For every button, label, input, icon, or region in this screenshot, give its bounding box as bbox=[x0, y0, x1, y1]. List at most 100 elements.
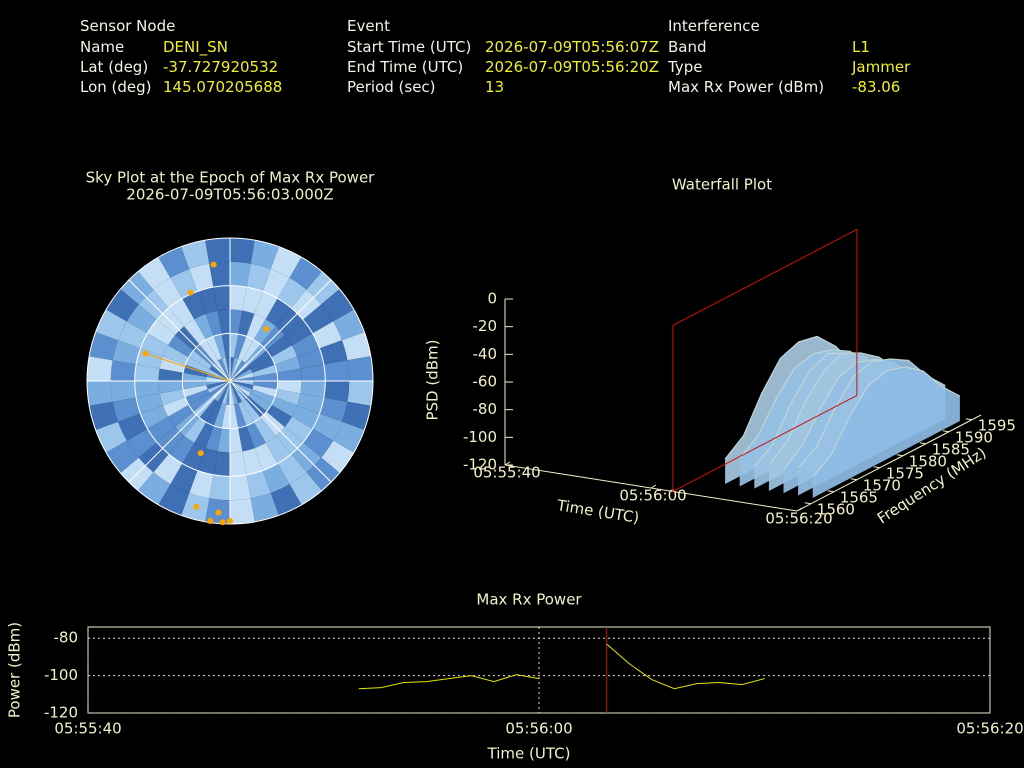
sky-texture bbox=[284, 416, 313, 443]
sky-texture bbox=[206, 376, 230, 381]
info-value: 13 bbox=[485, 78, 505, 96]
sky-texture bbox=[118, 413, 148, 441]
sky-texture bbox=[112, 397, 141, 422]
sky-texture bbox=[162, 397, 189, 417]
y-tick bbox=[896, 454, 903, 457]
satellite bbox=[193, 503, 200, 510]
sky-texture bbox=[168, 435, 195, 464]
sky-texture bbox=[230, 357, 235, 381]
y-axis-label: Power (dBm) bbox=[6, 622, 24, 718]
sky-texture bbox=[250, 357, 275, 373]
z-tick-label: 0 bbox=[487, 290, 497, 308]
sky-texture bbox=[303, 428, 334, 458]
sky-texture bbox=[254, 291, 278, 320]
sky-texture bbox=[89, 401, 118, 430]
sky-texture bbox=[230, 381, 253, 393]
sky-texture bbox=[323, 381, 350, 402]
sky-texture bbox=[266, 404, 292, 427]
sky-texture bbox=[112, 340, 141, 365]
sky-texture bbox=[230, 365, 251, 381]
y-tick-label: -120 bbox=[44, 704, 78, 722]
sky-texture bbox=[147, 416, 176, 443]
info-label: Start Time (UTC) bbox=[347, 38, 472, 56]
sky-texture bbox=[230, 404, 239, 429]
sky-texture bbox=[197, 448, 218, 475]
sky-texture bbox=[206, 401, 222, 426]
z-tick-label: -40 bbox=[473, 345, 498, 363]
sky-texture bbox=[230, 238, 255, 264]
sky-texture bbox=[246, 313, 266, 340]
sky-texture bbox=[136, 393, 163, 414]
sky-texture bbox=[194, 313, 214, 340]
sky-texture bbox=[207, 369, 230, 381]
sky-texture bbox=[274, 356, 301, 373]
info-label: End Time (UTC) bbox=[347, 58, 464, 76]
sky-texture bbox=[213, 285, 230, 311]
sky-texture bbox=[158, 484, 190, 516]
sky-texture bbox=[238, 401, 254, 426]
sky-texture bbox=[110, 381, 137, 402]
sky-texture bbox=[230, 381, 242, 404]
sky-texture bbox=[89, 332, 118, 361]
y-tick bbox=[804, 502, 811, 505]
sky-texture bbox=[250, 493, 279, 522]
sky-texture bbox=[323, 360, 350, 381]
sky-texture bbox=[182, 381, 207, 390]
sky-texture bbox=[254, 442, 278, 471]
chart-title: Max Rx Power bbox=[476, 591, 582, 609]
sky-texture bbox=[87, 381, 113, 406]
info-value: 2026-07-09T05:56:20Z bbox=[485, 58, 659, 76]
sky-texture bbox=[234, 403, 247, 428]
sky-texture bbox=[230, 357, 239, 381]
sky-texture bbox=[214, 381, 230, 402]
sky-texture bbox=[225, 357, 230, 381]
sky-texture bbox=[189, 263, 214, 292]
sky-texture bbox=[209, 381, 230, 397]
sky-texture bbox=[162, 345, 189, 365]
x-tick-label: 05:55:40 bbox=[473, 464, 540, 482]
y-tick-label: 1585 bbox=[932, 440, 970, 458]
sky-texture bbox=[207, 381, 230, 393]
satellite bbox=[197, 450, 204, 457]
sky-texture bbox=[87, 356, 113, 381]
sky-texture bbox=[194, 422, 214, 449]
y-tick-label: 1575 bbox=[886, 464, 924, 482]
sky-texture bbox=[246, 422, 266, 449]
sky-texture bbox=[213, 451, 230, 477]
y-axis bbox=[796, 414, 982, 512]
satellite bbox=[227, 517, 233, 524]
z-tick-label: -120 bbox=[463, 456, 497, 474]
sky-texture bbox=[284, 319, 313, 346]
sky-texture bbox=[134, 364, 160, 381]
sky-texture bbox=[253, 381, 278, 390]
sky-texture bbox=[342, 332, 371, 361]
sky-texture bbox=[238, 336, 254, 361]
sky-texture bbox=[270, 246, 302, 278]
sky-texture bbox=[206, 336, 222, 361]
sky-texture bbox=[230, 381, 239, 405]
info-label: Name bbox=[80, 38, 125, 56]
sky-texture bbox=[230, 360, 246, 381]
sky-texture bbox=[265, 435, 292, 464]
info-value: 145.070205688 bbox=[163, 78, 283, 96]
sky-texture bbox=[183, 385, 208, 398]
sky-texture bbox=[199, 339, 219, 363]
sky-texture bbox=[277, 277, 307, 308]
x-tick-label: 05:55:40 bbox=[54, 720, 121, 738]
sky-texture bbox=[230, 381, 254, 390]
sky-texture bbox=[230, 381, 254, 386]
sky-texture bbox=[205, 310, 222, 337]
sky-texture bbox=[347, 381, 373, 406]
sky-texture bbox=[241, 399, 261, 423]
sky-texture bbox=[184, 319, 207, 345]
sky-texture bbox=[221, 404, 230, 429]
sky-texture bbox=[248, 392, 272, 412]
sky-texture bbox=[209, 474, 230, 501]
sky-texture bbox=[230, 376, 254, 381]
sky-texture bbox=[271, 345, 298, 365]
x-tick-label: 05:56:20 bbox=[765, 510, 832, 528]
sky-texture bbox=[197, 287, 218, 314]
sky-texture bbox=[168, 335, 194, 358]
sky-texture bbox=[253, 417, 276, 443]
